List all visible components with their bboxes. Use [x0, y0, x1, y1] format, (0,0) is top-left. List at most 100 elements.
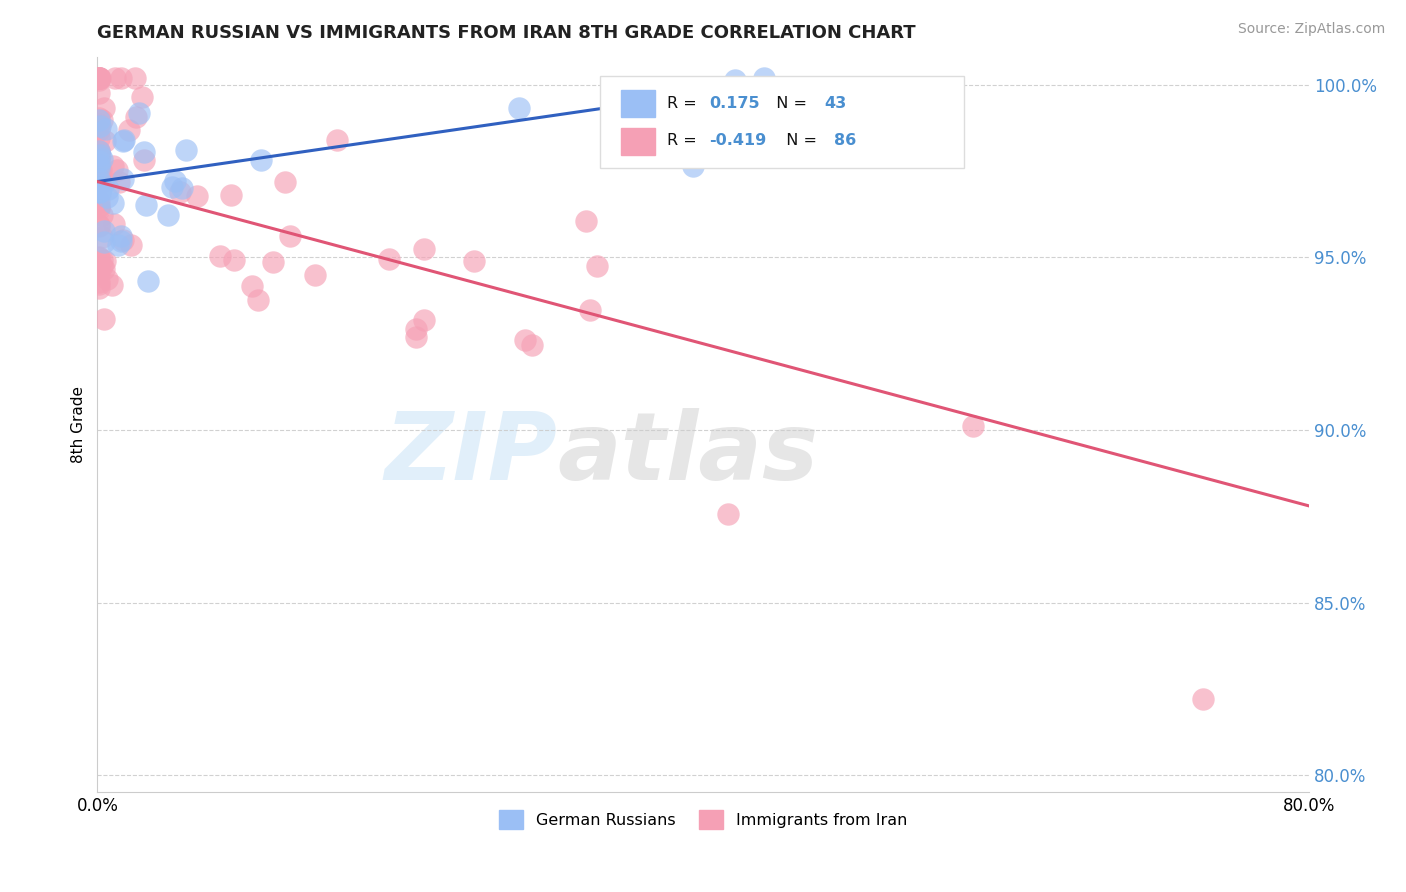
Point [682, 159, 704, 173]
Point [101, 277, 124, 292]
Point [91, 153, 114, 167]
Point [96, 272, 118, 286]
Text: 0.175: 0.175 [709, 95, 759, 111]
Point [262, 255, 284, 269]
Point [87, 199, 110, 213]
Point [87, 145, 110, 160]
Point [405, 322, 427, 336]
Point [412, 242, 434, 256]
Point [105, 162, 128, 177]
Point [87, 202, 110, 217]
Point [104, 71, 127, 86]
Point [89, 184, 111, 198]
Point [87, 150, 110, 164]
Point [87, 71, 110, 86]
Point [124, 71, 146, 86]
Point [156, 208, 179, 222]
Point [94, 134, 117, 148]
Point [463, 253, 485, 268]
Point [94, 254, 117, 268]
Point [1192, 692, 1215, 706]
Point [87, 73, 110, 87]
Point [112, 133, 135, 147]
Point [135, 198, 157, 212]
Point [128, 106, 150, 120]
Point [87, 200, 110, 214]
Point [87, 71, 110, 86]
Point [107, 238, 129, 252]
Point [93, 224, 115, 238]
Point [90, 230, 112, 244]
Point [377, 252, 399, 266]
Point [89, 186, 111, 200]
Point [278, 228, 301, 243]
Point [90, 175, 112, 189]
Point [87, 277, 110, 292]
Point [87, 111, 110, 125]
Point [87, 158, 110, 172]
Bar [621, 89, 655, 118]
Point [89, 179, 111, 194]
Point [87, 281, 110, 295]
Text: 43: 43 [824, 95, 846, 111]
Point [93, 178, 115, 192]
Point [717, 507, 740, 521]
Point [103, 217, 125, 231]
Point [752, 71, 775, 86]
Point [304, 268, 326, 283]
Point [87, 146, 110, 161]
Point [609, 105, 631, 120]
Point [131, 89, 153, 103]
Point [165, 173, 187, 187]
Point [91, 252, 114, 267]
Point [87, 251, 110, 265]
Text: ZIP: ZIP [385, 409, 558, 500]
Point [87, 131, 110, 145]
Point [87, 165, 110, 179]
Point [110, 234, 132, 248]
Point [87, 154, 110, 169]
Text: atlas: atlas [558, 409, 820, 500]
Point [508, 101, 530, 115]
Point [724, 73, 747, 87]
Point [87, 161, 110, 175]
Point [412, 313, 434, 327]
FancyBboxPatch shape [600, 76, 963, 168]
Point [87, 71, 110, 86]
Point [249, 153, 271, 167]
Bar [621, 128, 655, 155]
Point [96, 190, 118, 204]
Point [575, 214, 598, 228]
Point [579, 303, 602, 318]
Point [87, 185, 110, 199]
Point [110, 228, 132, 243]
Point [93, 102, 115, 116]
Text: N =: N = [766, 95, 813, 111]
Point [87, 171, 110, 186]
Point [87, 86, 110, 100]
Point [87, 144, 110, 158]
Point [112, 134, 135, 148]
Text: 86: 86 [834, 133, 856, 148]
Point [89, 219, 111, 233]
Point [91, 259, 114, 273]
Point [513, 333, 536, 347]
Text: -0.419: -0.419 [709, 133, 766, 148]
Text: N =: N = [776, 133, 823, 148]
Point [326, 133, 349, 147]
Point [87, 252, 110, 266]
Point [240, 278, 263, 293]
Text: Source: ZipAtlas.com: Source: ZipAtlas.com [1237, 22, 1385, 37]
Point [522, 338, 544, 352]
Point [118, 122, 141, 136]
Point [125, 111, 148, 125]
Point [89, 71, 111, 86]
Point [405, 330, 427, 344]
Point [89, 148, 111, 162]
Point [93, 312, 115, 326]
Point [87, 218, 110, 232]
Point [87, 266, 110, 280]
Point [94, 121, 117, 136]
Point [108, 175, 131, 189]
Point [219, 188, 242, 202]
